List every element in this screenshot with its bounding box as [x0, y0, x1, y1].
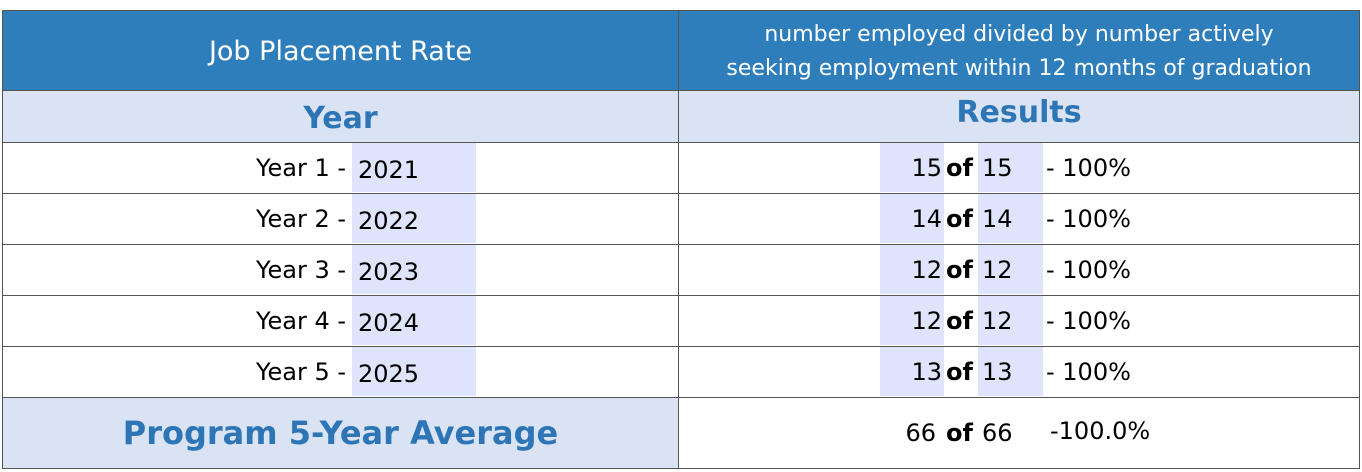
average-seeking: 66 [982, 419, 1013, 447]
year-input [352, 347, 476, 396]
row-label: Year 5 - [256, 358, 346, 386]
seeking-input [978, 194, 1043, 243]
year-value: 2021 [358, 156, 420, 184]
column-header: Year [303, 101, 378, 136]
of-label: of [946, 205, 973, 233]
of-label: of [946, 154, 973, 182]
employed-value: 15 [911, 154, 942, 182]
rate-value: - 100% [1046, 256, 1131, 284]
rate-value: - 100% [1046, 358, 1131, 386]
average-label: Program 5-Year Average [122, 414, 559, 452]
employed-input [880, 245, 944, 294]
rate-value: - 100% [1046, 154, 1131, 182]
year-input [352, 143, 476, 192]
column-header-cell [678, 90, 1360, 143]
year-input [352, 296, 476, 345]
column-header: Results [956, 95, 1082, 130]
of-label: of [946, 256, 973, 284]
employed-value: 12 [911, 256, 942, 284]
seeking-input [978, 296, 1043, 345]
year-value: 2025 [358, 360, 420, 388]
of-label: of [946, 358, 973, 386]
seeking-value: 14 [982, 205, 1013, 233]
header-description: seeking employment within 12 months of g… [726, 56, 1312, 81]
header-right-cell [678, 10, 1360, 91]
employed-input [880, 194, 944, 243]
employed-input [880, 296, 944, 345]
row-label: Year 2 - [256, 205, 346, 233]
year-value: 2024 [358, 309, 420, 337]
year-value: 2023 [358, 258, 420, 286]
average-rate: -100.0% [1050, 417, 1151, 445]
seeking-value: 12 [982, 256, 1013, 284]
employed-value: 12 [911, 307, 942, 335]
average-of: of [946, 419, 973, 447]
header-description: number employed divided by number active… [764, 22, 1274, 47]
average-cell [2, 397, 679, 469]
seeking-value: 15 [982, 154, 1013, 182]
seeking-value: 12 [982, 307, 1013, 335]
header-left-cell [2, 10, 679, 91]
seeking-input [978, 245, 1043, 294]
year-input [352, 194, 476, 243]
average-employed: 66 [905, 419, 936, 447]
employed-input [880, 143, 944, 192]
employed-value: 14 [911, 205, 942, 233]
seeking-input [978, 347, 1043, 396]
rate-value: - 100% [1046, 205, 1131, 233]
employed-value: 13 [911, 358, 942, 386]
seeking-input [978, 143, 1043, 192]
seeking-value: 13 [982, 358, 1013, 386]
average-cell [678, 397, 1360, 469]
row-label: Year 4 - [256, 307, 346, 335]
row-label: Year 3 - [256, 256, 346, 284]
year-input [352, 245, 476, 294]
employed-input [880, 347, 944, 396]
header-title: Job Placement Rate [208, 36, 473, 67]
of-label: of [946, 307, 973, 335]
year-value: 2022 [358, 207, 420, 235]
row-label: Year 1 - [256, 154, 346, 182]
rate-value: - 100% [1046, 307, 1131, 335]
